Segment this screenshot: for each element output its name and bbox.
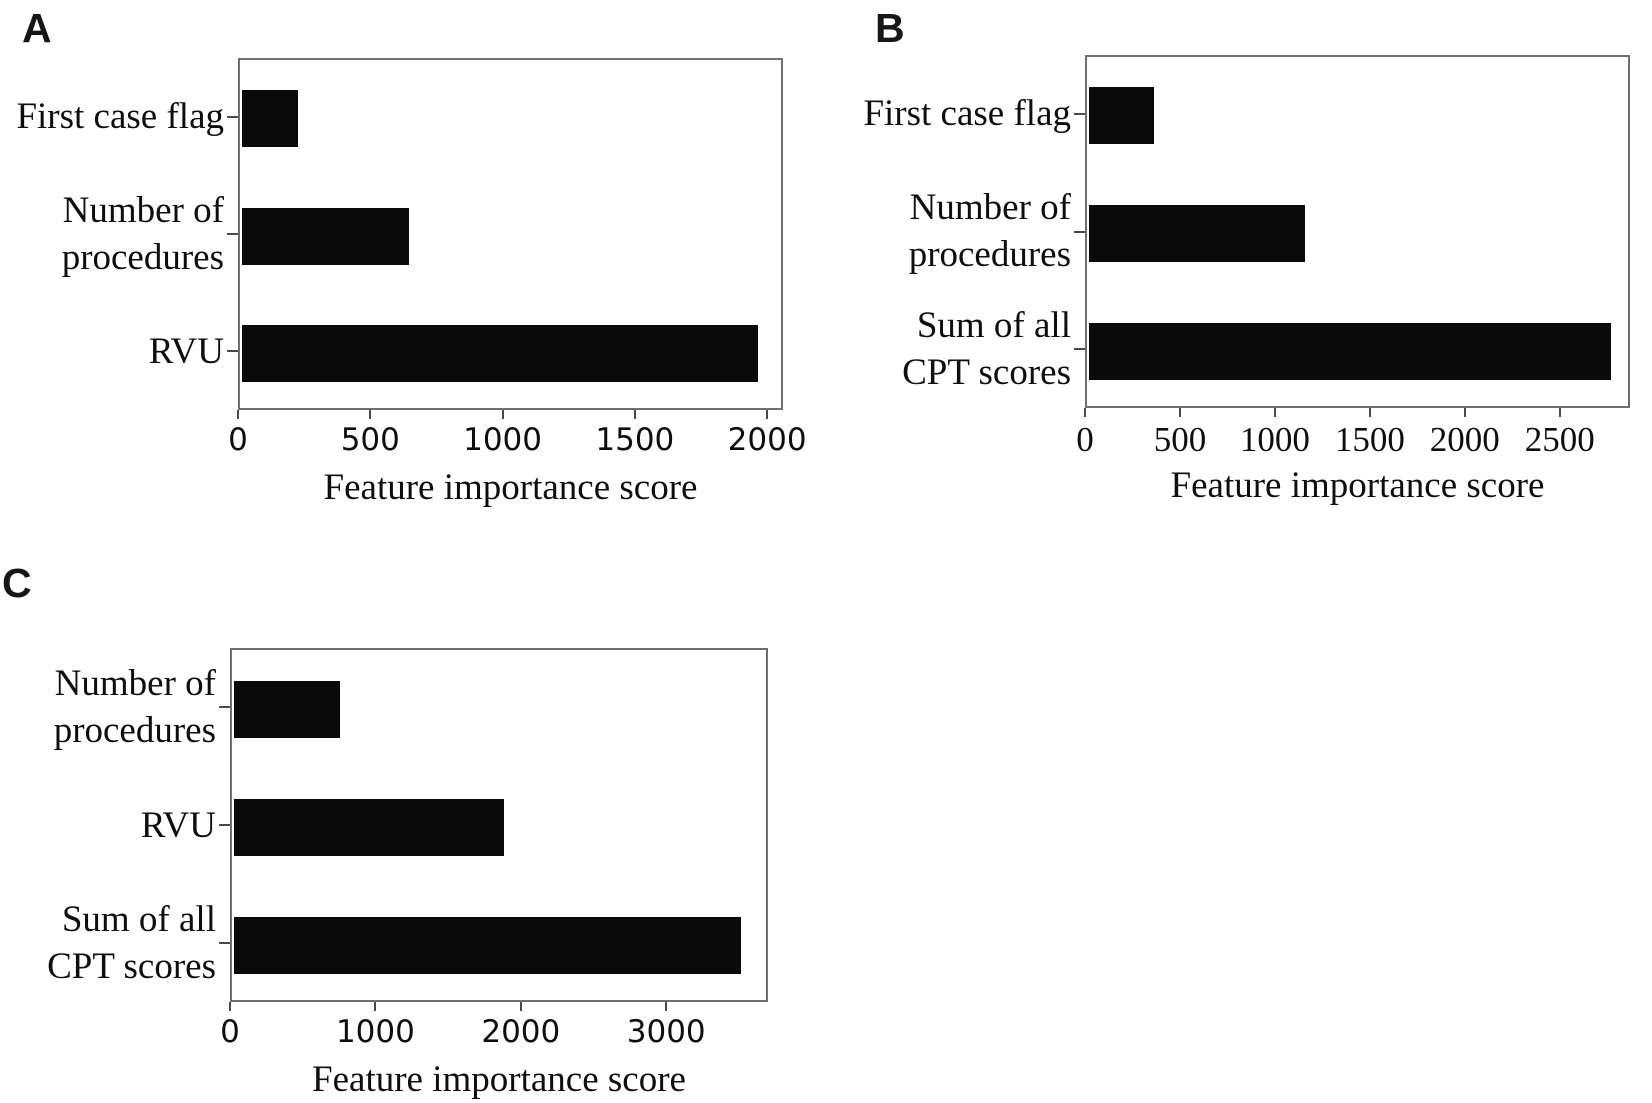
x-tick-label: 1000 xyxy=(463,422,543,458)
y-category-label-line: RVU xyxy=(140,804,216,846)
y-category-label-line: procedures xyxy=(61,236,224,278)
y-category-label: Sum of all CPT scores xyxy=(821,290,1071,408)
y-tick xyxy=(227,350,238,353)
x-tick-label: 2000 xyxy=(481,1014,561,1050)
x-tick xyxy=(1178,408,1181,417)
x-tick xyxy=(1463,408,1466,417)
y-category-label-line: RVU xyxy=(148,330,224,372)
plot-area xyxy=(230,648,768,1002)
x-tick-label: 2000 xyxy=(727,422,807,458)
x-tick-label: 0 xyxy=(220,1014,240,1050)
bar xyxy=(234,680,340,738)
y-category-label-line: Number of xyxy=(54,663,216,704)
bar xyxy=(242,90,298,148)
chart-c: Number of procedures RVU Sum of all CPT scor… xyxy=(47,648,768,1100)
x-tick xyxy=(1558,408,1561,417)
y-category-label: Sum of all CPT scores xyxy=(0,884,216,1002)
chart-b: First case flag Number of procedures Sum of… xyxy=(863,55,1630,506)
y-category-label: Number of procedures xyxy=(0,175,224,292)
x-tick-label: 2500 xyxy=(1524,420,1595,459)
y-category-label-line: procedures xyxy=(53,710,216,751)
x-tick-label: 2000 xyxy=(1429,420,1500,459)
bar xyxy=(242,207,409,265)
panel-label-a: A xyxy=(22,5,52,51)
x-tick xyxy=(1368,408,1371,417)
x-tick-label: 1000 xyxy=(335,1014,415,1050)
y-category-label-line: Number of xyxy=(909,187,1071,229)
x-tick xyxy=(501,410,504,419)
x-tick-label: 0 xyxy=(1076,420,1094,459)
y-tick xyxy=(227,233,238,235)
y-category-label-line: Sum of all xyxy=(61,899,216,940)
x-tick-label: 1000 xyxy=(1239,420,1310,459)
panel-label-b: B xyxy=(875,5,905,51)
x-tick xyxy=(766,410,769,419)
x-tick-label: 500 xyxy=(1153,420,1207,459)
bar xyxy=(1089,322,1611,380)
y-tick xyxy=(219,706,230,708)
bar xyxy=(234,916,741,974)
x-tick xyxy=(374,1002,377,1011)
y-tick xyxy=(219,824,230,826)
y-category-label-line: Sum of all xyxy=(916,305,1071,347)
plot-area xyxy=(1085,55,1630,408)
y-category-label: RVU xyxy=(0,766,216,884)
x-tick xyxy=(665,1002,668,1011)
y-tick xyxy=(1074,112,1085,115)
bar xyxy=(1089,205,1305,262)
x-axis-label: Feature importance score xyxy=(312,1059,686,1100)
plot-area xyxy=(238,58,783,410)
x-tick-label: 3000 xyxy=(626,1014,706,1050)
bar xyxy=(234,798,504,856)
y-category-label-line: CPT scores xyxy=(902,352,1071,394)
x-axis-label: Feature importance score xyxy=(323,467,698,508)
x-tick xyxy=(237,410,239,419)
y-category-label: Number of procedures xyxy=(0,648,216,766)
bar xyxy=(1089,87,1154,145)
y-tick xyxy=(1074,230,1085,233)
x-tick-label: 0 xyxy=(228,422,248,458)
y-tick xyxy=(219,942,230,944)
y-category-label-line: procedures xyxy=(908,234,1071,276)
y-category-label: Number of procedures xyxy=(821,173,1071,291)
x-tick-label: 500 xyxy=(340,422,400,458)
y-category-label: RVU xyxy=(0,293,224,410)
y-category-label-line: First case flag xyxy=(863,93,1071,135)
y-tick xyxy=(227,115,238,118)
panel-label-c: C xyxy=(2,560,32,606)
x-axis-label: Feature importance score xyxy=(1170,465,1545,506)
x-tick xyxy=(519,1002,522,1011)
chart-a: First case flag Number of procedures RVU 0 50… xyxy=(16,58,807,508)
y-category-label: First case flag xyxy=(821,55,1071,173)
x-tick xyxy=(229,1002,231,1011)
y-category-label-line: First case flag xyxy=(16,96,224,138)
x-tick-label: 1500 xyxy=(1334,420,1405,459)
y-category-label-line: CPT scores xyxy=(47,946,216,987)
y-category-label-line: Number of xyxy=(62,189,224,231)
x-tick xyxy=(369,410,372,419)
x-tick-label: 1500 xyxy=(595,422,675,458)
bar xyxy=(242,324,758,382)
y-category-label: First case flag xyxy=(0,58,224,175)
x-tick xyxy=(1084,408,1086,417)
x-tick xyxy=(633,410,636,419)
x-tick xyxy=(1273,408,1276,417)
y-tick xyxy=(1074,348,1085,351)
